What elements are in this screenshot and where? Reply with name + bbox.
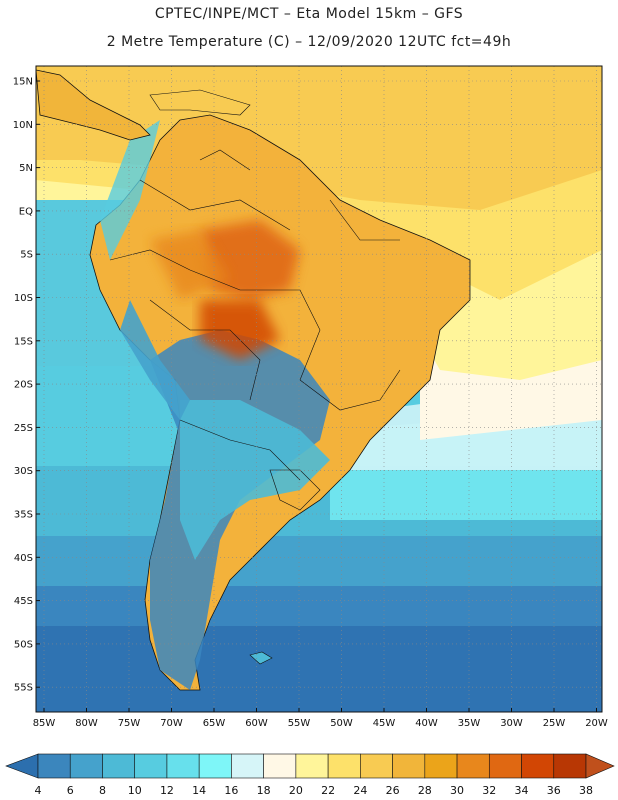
lat-label: 30S: [14, 466, 33, 477]
colorbar-swatch: [102, 753, 136, 779]
lat-label: 25S: [14, 423, 33, 434]
colorbar-swatch: [327, 753, 361, 779]
lat-label: 40S: [14, 553, 33, 564]
lat-label: 5N: [19, 163, 33, 174]
lat-label: EQ: [19, 206, 33, 217]
lat-label: 15N: [13, 77, 33, 88]
lon-label: 55W: [288, 718, 311, 729]
lon-label: 30W: [500, 718, 523, 729]
colorbar-tick-label: 34: [515, 784, 529, 797]
central-america-land: [36, 69, 151, 141]
colorbar-tick-label: 36: [547, 784, 561, 797]
lon-label: 80W: [75, 718, 98, 729]
map-field: [36, 66, 602, 712]
latitude-labels: 15N 10N 5N EQ 5S 10S 15S 20S 25S 30S 35S 40S 45S 50S 5…: [13, 77, 40, 694]
colorbar-tick-label: 14: [192, 784, 206, 797]
map-frame: [35, 65, 603, 713]
lon-label: 20W: [585, 718, 608, 729]
lon-label: 75W: [118, 718, 141, 729]
mato-grosso-hot-spot: [200, 300, 280, 360]
lat-label: 35S: [14, 510, 33, 521]
lat-label: 15S: [14, 336, 33, 347]
lon-label: 25W: [543, 718, 566, 729]
colorbar-tick-label: 4: [35, 784, 42, 797]
map-title-line2: 2 Metre Temperature (C) – 12/09/2020 12U…: [106, 34, 512, 50]
andes-north-cold: [100, 120, 160, 260]
colorbar-arrow-low: [5, 753, 39, 779]
western-amazon-warm: [150, 230, 230, 300]
colorbar-arrow-high: [585, 753, 615, 779]
lon-label: 65W: [203, 718, 226, 729]
map-title-line1: CPTEC/INPE/MCT – Eta Model 15km – GFS: [154, 6, 464, 22]
lon-label: 40W: [415, 718, 438, 729]
colorbar-tick-label: 24: [353, 784, 367, 797]
colorbar-tick-label: 38: [579, 784, 593, 797]
lat-label: 55S: [14, 683, 33, 694]
colorbar-tick-label: 28: [418, 784, 432, 797]
colorbar-tick-label: 18: [257, 784, 271, 797]
falkland-islands: [249, 651, 273, 665]
colorbar-swatch: [456, 753, 490, 779]
colorbar-swatch: [134, 753, 168, 779]
caribbean-coast: [149, 89, 251, 116]
colorbar-tick-label: 26: [386, 784, 400, 797]
colorbar-swatch: [553, 753, 587, 779]
colorbar-tick-label: 22: [321, 784, 335, 797]
lat-label: 50S: [14, 639, 33, 650]
colorbar-tick-label: 8: [99, 784, 106, 797]
lat-label: 5S: [20, 250, 33, 261]
lon-label: 45W: [373, 718, 396, 729]
colorbar-swatch: [360, 753, 393, 779]
colorbar-tick-label: 30: [450, 784, 464, 797]
lat-label: 20S: [14, 380, 33, 391]
colorbar-swatch: [488, 753, 522, 779]
colorbar-swatch: [37, 753, 71, 779]
colorbar-tick-label: 10: [128, 784, 142, 797]
colorbar-swatch: [295, 753, 329, 779]
colorbar-swatch: [392, 753, 426, 779]
lat-label: 10N: [13, 120, 33, 131]
lon-label: 35W: [458, 718, 481, 729]
pampas-cool-region: [180, 400, 330, 560]
colorbar-swatch: [521, 753, 555, 779]
longitude-labels: 85W 80W 75W 70W 65W 60W 55W 50W 45W 40W 35W 30W 25W 2…: [33, 708, 608, 729]
lon-label: 50W: [330, 718, 353, 729]
ocean-band-28: [36, 66, 602, 210]
lat-label: 45S: [14, 596, 33, 607]
country-borders: [109, 149, 401, 511]
colorbar-swatch: [231, 753, 264, 779]
colorbar-tick-label: 16: [224, 784, 238, 797]
colorbar-swatch: [69, 753, 103, 779]
colorbar-swatch: [263, 753, 297, 779]
lon-label: 60W: [245, 718, 268, 729]
lon-label: 85W: [33, 718, 56, 729]
lat-label: 10S: [14, 293, 33, 304]
lon-label: 70W: [160, 718, 183, 729]
colorbar-tick-label: 20: [289, 784, 303, 797]
colorbar-swatch: [424, 753, 458, 779]
colorbar: 4 6 8 10 12 14 16 18 20 22 24 26 28 30 32 34 36 38: [5, 753, 615, 797]
colorbar-tick-label: 12: [160, 784, 174, 797]
andes-central-cold: [120, 300, 190, 420]
colorbar-tick-label: 6: [67, 784, 74, 797]
colorbar-swatch: [166, 753, 200, 779]
colorbar-swatch: [198, 753, 232, 779]
colorbar-tick-label: 32: [482, 784, 496, 797]
